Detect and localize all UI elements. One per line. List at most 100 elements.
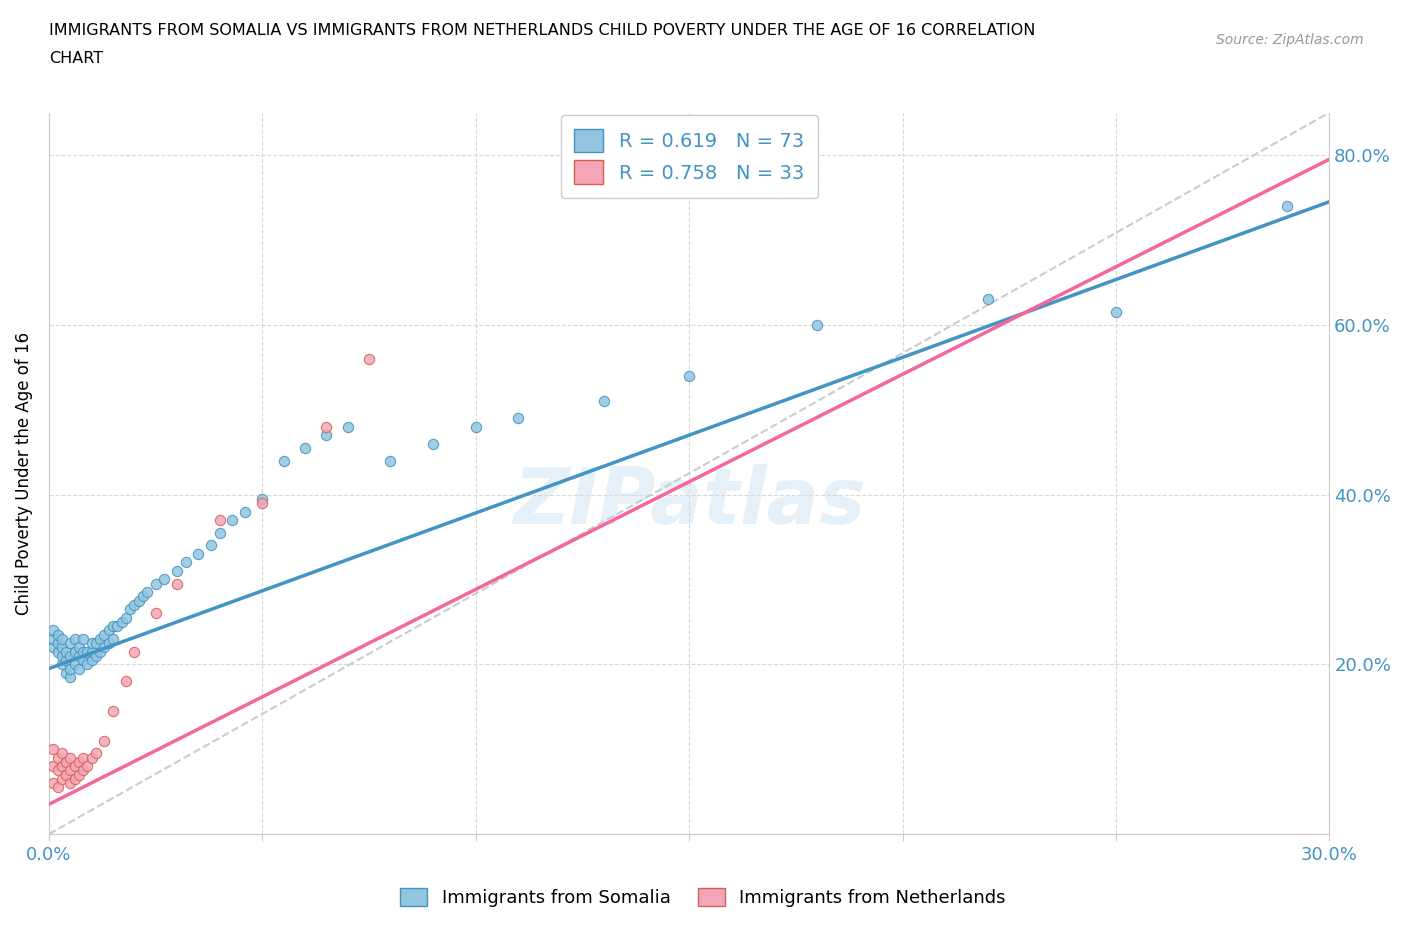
Point: [76, 759, 98, 774]
Point: [166, 564, 188, 578]
Point: [208, 525, 231, 540]
Point: [174, 555, 197, 570]
Point: [1275, 199, 1298, 214]
Point: [422, 436, 444, 451]
Point: [76, 644, 98, 659]
Point: [42, 776, 65, 790]
Point: [46, 635, 69, 650]
Point: [273, 453, 295, 468]
Point: [80, 751, 103, 765]
Point: [93, 733, 115, 748]
Point: [67, 767, 90, 782]
Point: [233, 504, 256, 519]
Point: [124, 644, 146, 659]
Point: [51, 772, 73, 787]
Point: [42, 640, 65, 655]
Point: [59, 648, 82, 663]
Text: IMMIGRANTS FROM SOMALIA VS IMMIGRANTS FROM NETHERLANDS CHILD POVERTY UNDER THE A: IMMIGRANTS FROM SOMALIA VS IMMIGRANTS FR…: [49, 23, 1036, 38]
Point: [51, 631, 73, 646]
Point: [59, 670, 82, 684]
Point: [59, 661, 82, 676]
Point: [120, 602, 142, 617]
Point: [380, 453, 402, 468]
Point: [76, 657, 98, 671]
Point: [46, 627, 69, 642]
Point: [46, 644, 69, 659]
Point: [508, 411, 530, 426]
Point: [51, 746, 73, 761]
Point: [97, 635, 120, 650]
Point: [63, 644, 86, 659]
Point: [145, 606, 167, 621]
Point: [336, 419, 359, 434]
Point: [63, 772, 86, 787]
Point: [806, 317, 828, 332]
Point: [252, 496, 274, 511]
Point: [59, 776, 82, 790]
Point: [55, 653, 77, 668]
Point: [42, 759, 65, 774]
Point: [97, 623, 120, 638]
Point: [59, 635, 82, 650]
Point: [80, 644, 103, 659]
Point: [84, 648, 107, 663]
Point: [63, 657, 86, 671]
Point: [294, 441, 316, 456]
Point: [315, 419, 337, 434]
Point: [592, 393, 614, 408]
Point: [221, 512, 243, 527]
Point: [464, 419, 486, 434]
Point: [84, 635, 107, 650]
Point: [208, 512, 231, 527]
Point: [59, 751, 82, 765]
Point: [72, 763, 94, 777]
Point: [114, 674, 136, 689]
Point: [55, 644, 77, 659]
Point: [101, 631, 124, 646]
Point: [105, 618, 128, 633]
Point: [42, 742, 65, 757]
Point: [1105, 305, 1128, 320]
Text: Source: ZipAtlas.com: Source: ZipAtlas.com: [1216, 33, 1364, 46]
Point: [67, 640, 90, 655]
Point: [80, 635, 103, 650]
Point: [128, 593, 150, 608]
Point: [89, 631, 111, 646]
Point: [166, 577, 188, 591]
Point: [72, 653, 94, 668]
Point: [55, 665, 77, 680]
Point: [84, 746, 107, 761]
Point: [101, 618, 124, 633]
Point: [80, 653, 103, 668]
Point: [46, 763, 69, 777]
Point: [51, 640, 73, 655]
Point: [72, 631, 94, 646]
Point: [67, 661, 90, 676]
Point: [93, 627, 115, 642]
Point: [200, 538, 222, 553]
Point: [72, 751, 94, 765]
Point: [101, 703, 124, 718]
Point: [315, 428, 337, 443]
Point: [46, 751, 69, 765]
Point: [67, 754, 90, 769]
Point: [72, 644, 94, 659]
Point: [51, 759, 73, 774]
Point: [46, 780, 69, 795]
Point: [187, 547, 209, 562]
Legend: Immigrants from Somalia, Immigrants from Netherlands: Immigrants from Somalia, Immigrants from…: [391, 879, 1015, 916]
Point: [252, 491, 274, 506]
Point: [63, 631, 86, 646]
Text: ZIPatlas: ZIPatlas: [513, 464, 865, 540]
Point: [678, 368, 700, 383]
Legend: R = 0.619   N = 73, R = 0.758   N = 33: R = 0.619 N = 73, R = 0.758 N = 33: [561, 115, 818, 197]
Point: [59, 763, 82, 777]
Point: [42, 631, 65, 646]
Point: [93, 640, 115, 655]
Y-axis label: Child Poverty Under the Age of 16: Child Poverty Under the Age of 16: [15, 332, 32, 615]
Point: [153, 572, 176, 587]
Point: [110, 615, 132, 630]
Point: [357, 352, 380, 366]
Point: [89, 644, 111, 659]
Point: [63, 759, 86, 774]
